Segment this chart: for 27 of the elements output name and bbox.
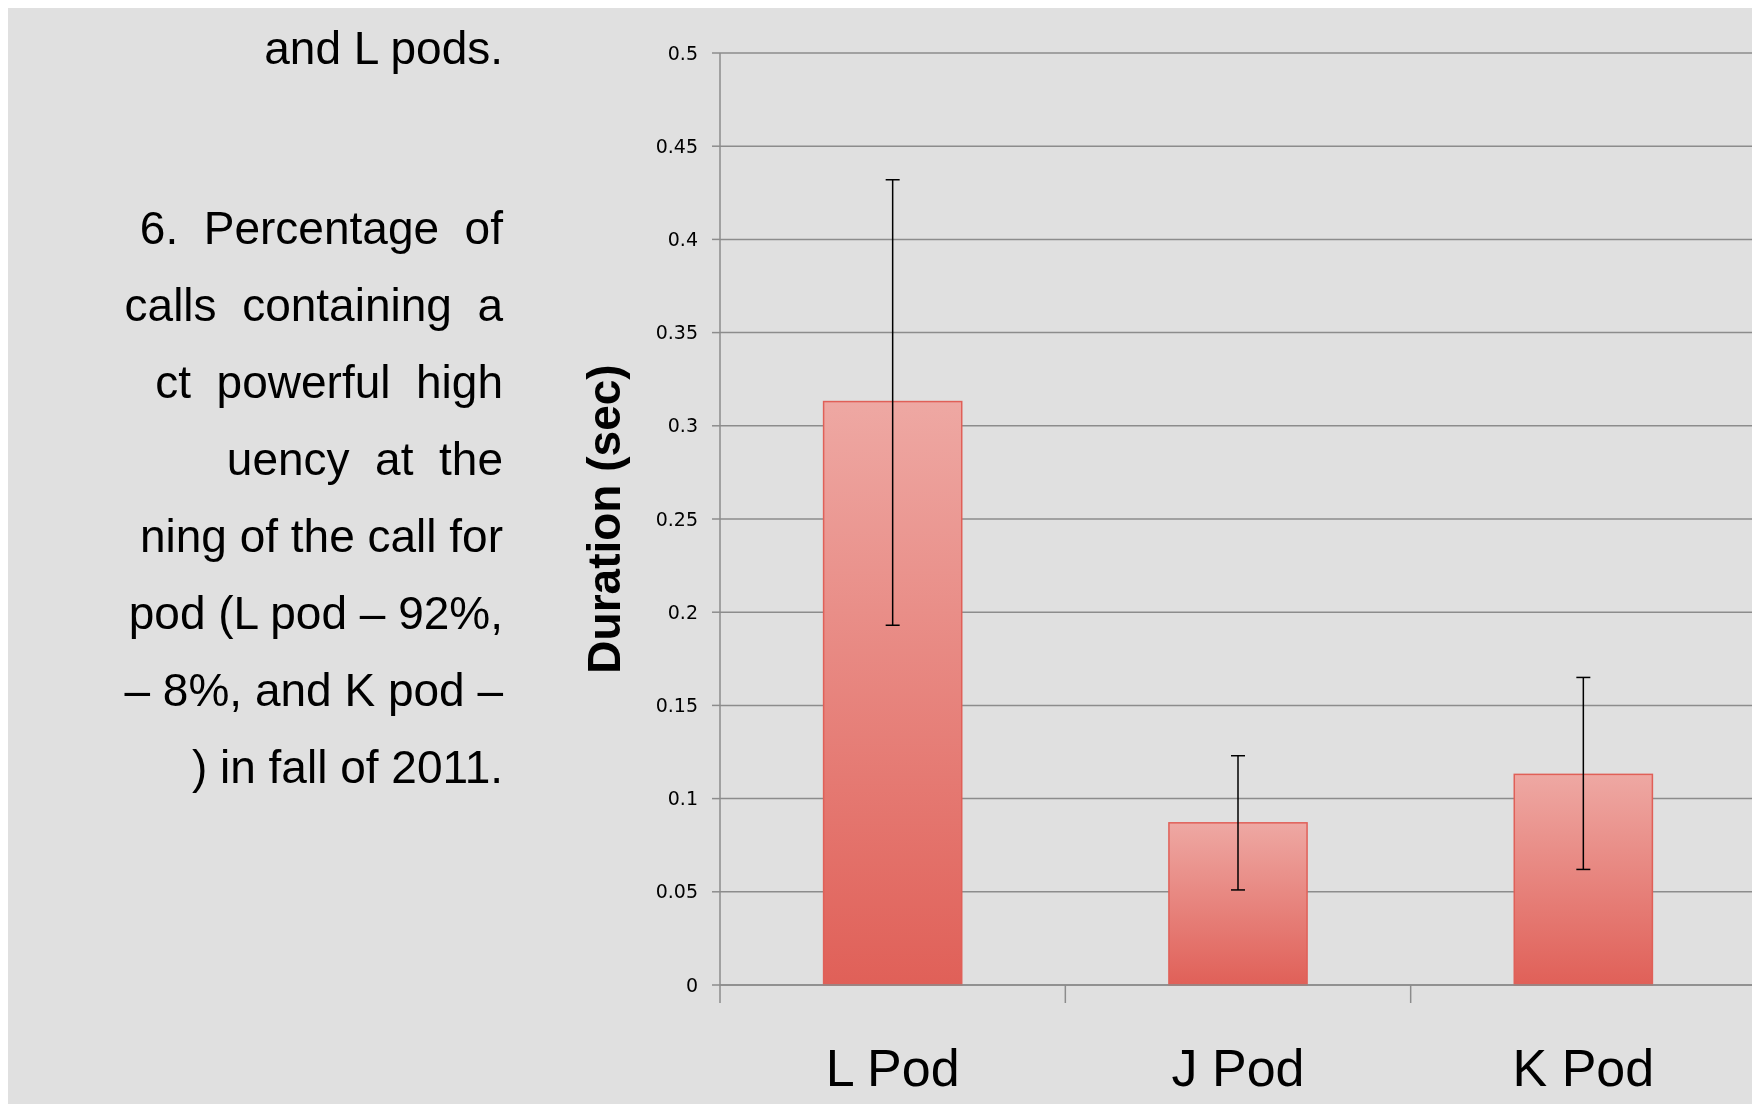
text: and L pods. (264, 22, 503, 74)
y-tick-label: 0.1 (667, 787, 698, 810)
y-tick-label: 0 (685, 973, 698, 996)
x-tick-label: L Pod (825, 1039, 960, 1097)
bar (1513, 773, 1654, 986)
x-tick-label: K Pod (1512, 1039, 1655, 1097)
text: ) in fall of 2011. (191, 741, 503, 793)
y-tick-label: 0.5 (667, 41, 698, 64)
bar (1168, 822, 1308, 986)
y-tick-label: 0.4 (667, 228, 698, 251)
y-axis-title: Duration (sec) (578, 364, 630, 674)
y-tick-label: 0.25 (655, 507, 698, 530)
y-tick-label: 0.3 (667, 414, 698, 437)
y-tick-label: 0.15 (655, 694, 698, 717)
text: uency at the (226, 433, 503, 485)
text: ct powerful high (155, 356, 503, 408)
text: – 8%, and K pod – (124, 664, 504, 716)
y-tick-label: 0.2 (667, 600, 698, 623)
text: ning of the call for (139, 510, 503, 562)
text: calls containing a (124, 279, 504, 331)
y-tick-label: 0.45 (655, 134, 698, 157)
x-tick-label: J Pod (1171, 1039, 1305, 1097)
text: pod (L pod – 92%, (128, 587, 503, 639)
y-tick-label: 0.05 (655, 880, 698, 903)
text: 6. Percentage of (139, 202, 504, 254)
y-tick-label: 0.35 (655, 321, 698, 344)
bar (822, 400, 963, 986)
